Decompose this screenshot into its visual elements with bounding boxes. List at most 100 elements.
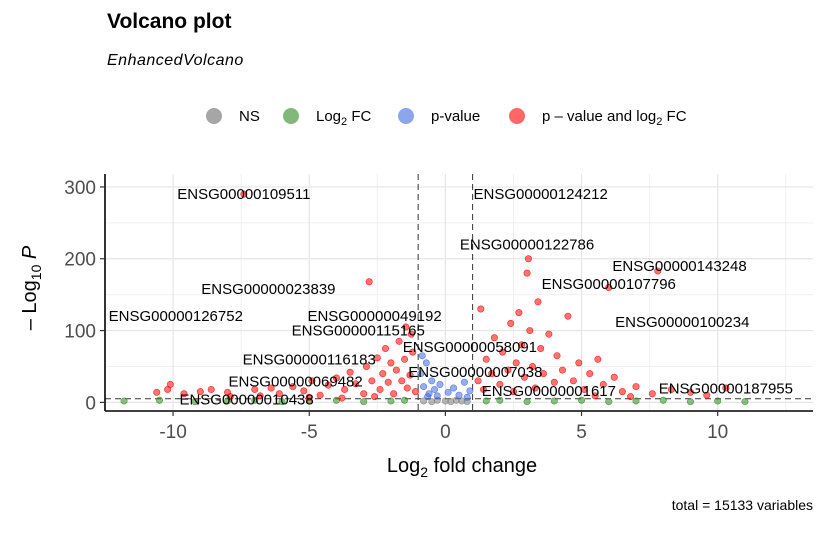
- point-fcp: [722, 384, 730, 392]
- legend-p-swatch: [398, 108, 414, 124]
- point-fcp: [289, 383, 297, 391]
- gene-label: ENSG00000187955: [659, 381, 793, 398]
- x-tick-label: 0: [440, 422, 451, 443]
- y-tick-label: 100: [64, 322, 96, 343]
- point-p: [420, 383, 428, 391]
- point-fcp: [594, 355, 602, 363]
- point-fcp: [537, 345, 545, 353]
- y-tick-label: 0: [85, 393, 96, 414]
- grid: [104, 174, 813, 411]
- gene-label: ENSG00000023839: [201, 281, 335, 298]
- point-fcp: [504, 366, 512, 374]
- point-fc: [278, 398, 286, 406]
- point-fc: [578, 396, 586, 404]
- point-fcp: [512, 359, 520, 367]
- gene-label: ENSG00000109511: [177, 186, 310, 203]
- point-fcp: [379, 370, 387, 378]
- legend-fcp-label: p – value and log2 FC: [542, 108, 687, 128]
- point-fcp: [368, 377, 376, 385]
- legend-p-label: p-value: [431, 108, 480, 125]
- point-fcp: [531, 384, 539, 392]
- point-fc: [632, 397, 640, 405]
- point-fcp: [390, 390, 398, 398]
- point-fc: [659, 396, 667, 404]
- point-fcp: [509, 388, 517, 396]
- point-fcp: [360, 390, 368, 398]
- point-fcp: [403, 384, 411, 392]
- gene-label: ENSG00000058091: [403, 339, 537, 356]
- point-p: [436, 380, 444, 388]
- point-fcp: [632, 383, 640, 391]
- point-p: [460, 378, 468, 386]
- point-fcp: [490, 334, 498, 342]
- point-fcp: [316, 391, 324, 399]
- point-fcp: [365, 278, 373, 286]
- gene-label: ENSG00000007038: [408, 364, 542, 381]
- point-fc: [714, 397, 722, 405]
- point-fcp: [618, 388, 626, 396]
- point-fcp: [338, 394, 346, 402]
- point-fcp: [586, 370, 594, 378]
- gene-label: ENSG00000107796: [542, 276, 676, 293]
- point-fcp: [267, 384, 275, 392]
- point-fcp: [558, 366, 566, 374]
- point-fc: [120, 397, 128, 405]
- point-p: [424, 393, 432, 401]
- legend-fc-label: Log2 FC: [316, 108, 371, 128]
- point-fc: [496, 396, 504, 404]
- point-p: [422, 359, 430, 367]
- point-fcp: [352, 380, 360, 388]
- point-fcp: [256, 392, 264, 400]
- x-tick-label: -10: [159, 422, 186, 443]
- point-fcp: [580, 385, 588, 393]
- point-fcp: [564, 312, 572, 320]
- point-fcp: [376, 385, 384, 393]
- point-fcp: [534, 298, 542, 306]
- point-p: [466, 387, 474, 395]
- legend: NS Log2 FC p-value p – value and log2 FC: [206, 108, 687, 128]
- point-fc: [605, 398, 613, 406]
- point-fcp: [703, 391, 711, 399]
- point-p: [455, 391, 463, 399]
- y-tick-label: 200: [64, 250, 96, 271]
- point-fcp: [553, 352, 561, 360]
- point-fc: [191, 398, 199, 406]
- point-fcp: [240, 190, 248, 198]
- point-fcp: [480, 385, 488, 393]
- point-fcp: [153, 388, 161, 396]
- point-ns: [420, 397, 428, 405]
- point-fcp: [207, 385, 215, 393]
- gene-label: ENSG00000126752: [109, 308, 243, 325]
- point-fc: [155, 396, 163, 404]
- chart-caption: total = 15133 variables: [671, 497, 813, 513]
- y-tick-label: 300: [64, 178, 96, 199]
- point-fcp: [324, 381, 332, 389]
- x-tick-label: 10: [707, 422, 728, 443]
- point-fcp: [371, 393, 379, 401]
- gene-label: ENSG00000010438: [179, 392, 313, 409]
- point-p: [433, 392, 441, 400]
- x-tick-label: -5: [301, 422, 318, 443]
- legend-ns-swatch: [206, 108, 222, 124]
- point-fc: [251, 396, 259, 404]
- gene-label: ENSG00000143248: [612, 258, 746, 275]
- point-fcp: [667, 385, 675, 393]
- gene-label: ENSG00000124212: [474, 186, 608, 203]
- data-points: [120, 190, 749, 406]
- gene-label: ENSG00000122786: [460, 236, 594, 253]
- y-axis-title: – Log10 P: [19, 245, 44, 330]
- point-fcp: [346, 368, 354, 376]
- point-fcp: [409, 348, 417, 356]
- point-p: [418, 352, 426, 360]
- point-fcp: [308, 377, 316, 385]
- gene-label: ENSG00000116183: [243, 351, 376, 368]
- point-fcp: [275, 390, 283, 398]
- point-fcp: [524, 255, 532, 263]
- point-fcp: [575, 359, 583, 367]
- point-fcp: [180, 390, 188, 398]
- point-fcp: [387, 359, 395, 367]
- point-fcp: [474, 377, 482, 385]
- point-fcp: [599, 380, 607, 388]
